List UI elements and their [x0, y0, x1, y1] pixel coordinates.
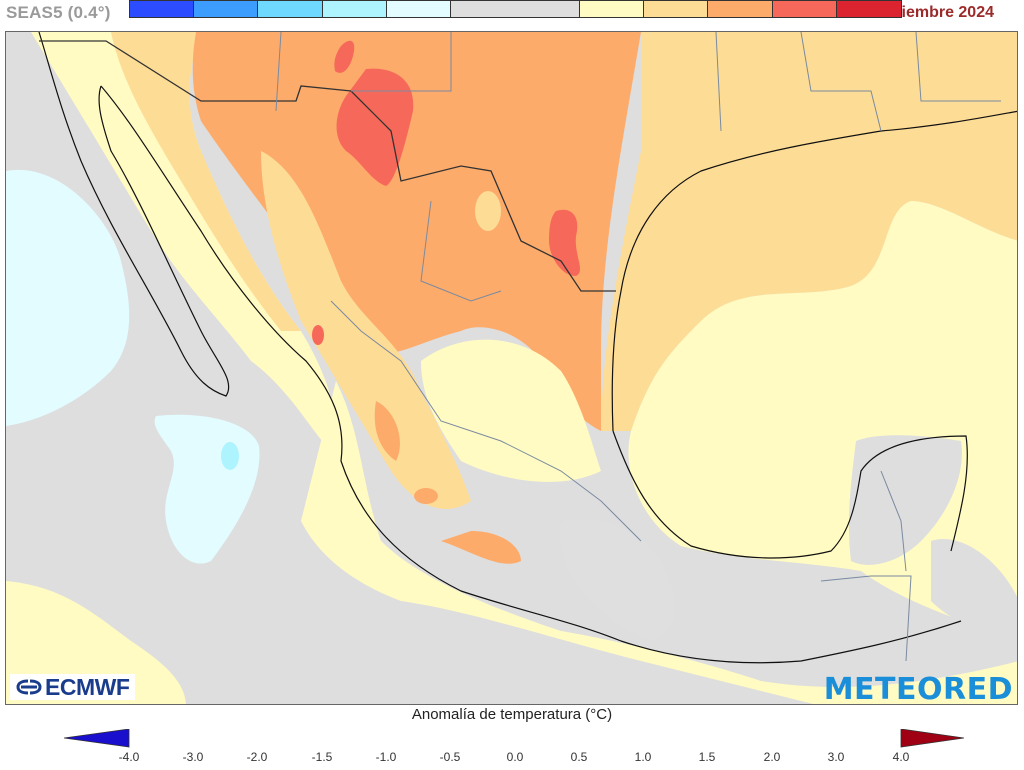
colorbar-label: 4.0	[892, 750, 910, 764]
colorbar-segment	[129, 0, 194, 18]
meteored-logo: METEORED	[823, 672, 1013, 705]
anomaly-map: ECMWF METEORED	[5, 31, 1018, 705]
colorbar-label: 1.5	[698, 750, 716, 764]
map-canvas	[6, 32, 1017, 704]
ecmwf-logo: ECMWF	[10, 673, 136, 700]
colorbar-segment	[836, 0, 902, 18]
colorbar-segment	[257, 0, 323, 18]
colorbar-label: -0.5	[439, 750, 461, 764]
colorbar-label: -4.0	[118, 750, 140, 764]
ecmwf-mark-icon	[16, 678, 42, 696]
colorbar-segment	[322, 0, 387, 18]
colorbar-label: -1.5	[311, 750, 333, 764]
colorbar-label: 0.0	[506, 750, 524, 764]
colorbar-label: 2.0	[763, 750, 781, 764]
colorbar-segment	[643, 0, 708, 18]
colorbar-segment	[386, 0, 451, 18]
colorbar-label: 3.0	[827, 750, 845, 764]
colorbar-segment	[772, 0, 837, 18]
colorbar-label: -2.0	[246, 750, 268, 764]
colorbar-arrows	[64, 729, 964, 748]
colorbar-label: 1.0	[634, 750, 652, 764]
colorbar-segment	[450, 0, 580, 18]
colorbar-label: 0.5	[570, 750, 588, 764]
ecmwf-text: ECMWF	[45, 673, 130, 700]
colorbar-segment	[193, 0, 258, 18]
colorbar-segment	[579, 0, 644, 18]
colorbar-label: -1.0	[375, 750, 397, 764]
model-title: SEAS5 (0.4°)	[6, 3, 111, 22]
colorbar-title: Anomalía de temperatura (°C)	[411, 706, 613, 723]
colorbar-label: -3.0	[182, 750, 204, 764]
colorbar-segment	[707, 0, 773, 18]
